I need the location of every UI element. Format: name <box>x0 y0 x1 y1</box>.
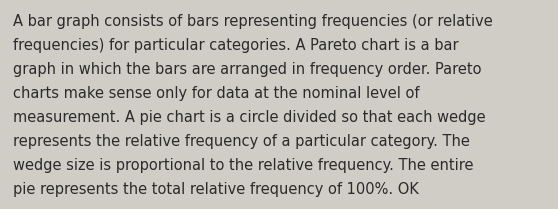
Text: A bar graph consists of bars representing frequencies (or relative: A bar graph consists of bars representin… <box>13 14 493 29</box>
Text: pie represents the total relative frequency of 100%. OK: pie represents the total relative freque… <box>13 182 419 197</box>
Text: graph in which the bars are arranged in frequency order. Pareto: graph in which the bars are arranged in … <box>13 62 482 77</box>
Text: wedge size is proportional to the relative frequency. The entire: wedge size is proportional to the relati… <box>13 158 474 173</box>
Text: represents the relative frequency of a particular category. The: represents the relative frequency of a p… <box>13 134 470 149</box>
Text: measurement. A pie chart is a circle divided so that each wedge: measurement. A pie chart is a circle div… <box>13 110 485 125</box>
Text: frequencies) for particular categories. A Pareto chart is a bar: frequencies) for particular categories. … <box>13 38 459 53</box>
Text: charts make sense only for data at the nominal level of: charts make sense only for data at the n… <box>13 86 420 101</box>
